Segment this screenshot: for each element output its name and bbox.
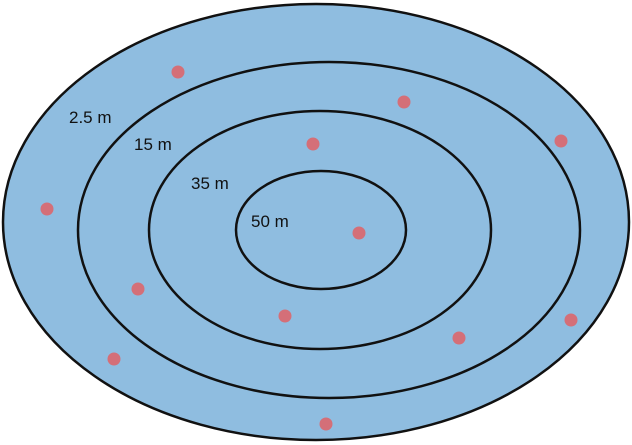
sample-point (319, 417, 333, 431)
ring-label-50m: 50 m (251, 212, 289, 231)
ring-15m (76, 60, 582, 400)
sample-point (564, 313, 578, 327)
sample-point (397, 95, 411, 109)
sample-point (554, 134, 568, 148)
ring-50m (234, 169, 408, 291)
sample-point (352, 226, 366, 240)
ring-label-35m: 35 m (191, 174, 229, 193)
sample-point (452, 331, 466, 345)
sample-point (107, 352, 121, 366)
sample-point (278, 309, 292, 323)
sample-point (131, 282, 145, 296)
sample-point (306, 137, 320, 151)
ring-label-15m: 15 m (134, 135, 172, 154)
sample-point (40, 202, 54, 216)
ring-35m (147, 109, 493, 351)
ring-label-2-5m: 2.5 m (69, 108, 112, 127)
sample-point (171, 65, 185, 79)
